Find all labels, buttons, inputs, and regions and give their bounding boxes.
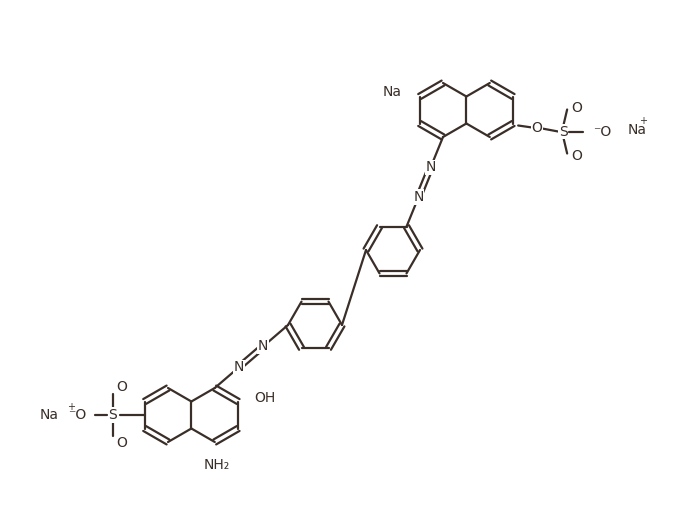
Text: OH: OH — [254, 392, 275, 406]
Text: S: S — [108, 408, 117, 422]
Text: N: N — [258, 339, 268, 354]
Text: Na: Na — [383, 85, 401, 100]
Text: O: O — [571, 149, 582, 162]
Text: ⁻O: ⁻O — [593, 124, 611, 138]
Text: Na: Na — [40, 408, 58, 422]
Text: N: N — [425, 160, 436, 174]
Text: N: N — [414, 190, 424, 204]
Text: +: + — [67, 402, 75, 412]
Text: O: O — [532, 120, 543, 135]
Text: NH₂: NH₂ — [204, 458, 230, 472]
Text: Na: Na — [627, 122, 646, 137]
Text: O: O — [116, 436, 127, 450]
Text: S: S — [559, 124, 567, 138]
Text: O: O — [116, 380, 127, 394]
Text: N: N — [234, 360, 244, 374]
Text: ⁻O: ⁻O — [69, 408, 86, 422]
Text: +: + — [639, 117, 647, 126]
Text: O: O — [571, 101, 582, 115]
